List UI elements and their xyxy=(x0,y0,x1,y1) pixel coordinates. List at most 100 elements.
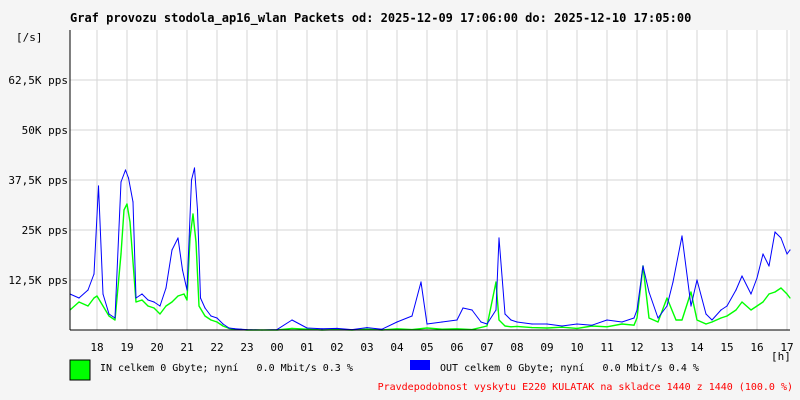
data-point-out xyxy=(177,237,179,239)
data-point-in xyxy=(141,299,143,301)
data-point-in xyxy=(762,301,764,303)
data-point-out xyxy=(672,281,674,283)
x-tick-label: 08 xyxy=(510,341,523,354)
data-point-in xyxy=(675,319,677,321)
data-point-out xyxy=(720,309,722,311)
data-point-out xyxy=(498,237,500,239)
data-point-in xyxy=(504,325,506,327)
y-tick-label: 12,5K pps xyxy=(8,274,68,287)
data-point-out xyxy=(420,281,422,283)
data-point-out xyxy=(141,293,143,295)
data-point-in xyxy=(96,295,98,297)
legend-in-swatch xyxy=(69,359,91,381)
data-point-out xyxy=(621,321,623,323)
data-point-in xyxy=(102,305,104,307)
data-point-out xyxy=(97,185,100,187)
data-point-out xyxy=(204,307,206,309)
data-point-in xyxy=(123,209,125,211)
data-point-in xyxy=(135,301,137,303)
data-point-out xyxy=(210,315,212,317)
data-point-out xyxy=(222,323,224,325)
data-point-out xyxy=(657,317,659,319)
data-point-out xyxy=(768,265,770,267)
x-tick-labels: 18 19 20 21 22 23 00 01 02 03 04 05 06 07 08 09 10 11 12 13… xyxy=(90,341,793,354)
data-point-in xyxy=(498,319,500,321)
data-point-out xyxy=(147,299,149,301)
data-point-out xyxy=(471,309,473,311)
data-point-out xyxy=(606,319,608,321)
data-point-out xyxy=(426,323,428,325)
data-point-out xyxy=(132,201,134,203)
x-tick-label: 16 xyxy=(750,341,763,354)
data-point-out xyxy=(774,231,776,233)
x-tick-label: 18 xyxy=(90,341,103,354)
data-point-in xyxy=(633,324,635,326)
data-point-in xyxy=(159,313,161,315)
data-point-in xyxy=(741,301,743,303)
data-point-out xyxy=(159,305,161,307)
data-point-out xyxy=(711,319,713,321)
x-tick-label: 01 xyxy=(300,341,313,354)
data-point-out xyxy=(216,317,218,319)
data-point-in xyxy=(666,297,668,299)
y-axis-unit-label: [/s] xyxy=(16,31,43,44)
data-point-in xyxy=(711,321,713,323)
probability-note: Pravdepodobnost vyskytu E220 KULATAK na … xyxy=(378,382,793,393)
x-tick-label: 21 xyxy=(180,341,193,354)
data-point-in xyxy=(198,305,200,307)
data-point-out xyxy=(124,169,127,171)
data-point-out xyxy=(591,324,593,326)
data-point-out xyxy=(780,237,782,239)
legend-out-swatch xyxy=(410,360,430,370)
data-point-out xyxy=(690,305,692,307)
data-point-out xyxy=(735,289,737,291)
data-point-out xyxy=(462,307,464,309)
data-point-out xyxy=(228,327,230,329)
data-point-out xyxy=(108,313,110,315)
x-tick-label: 23 xyxy=(240,341,253,354)
data-point-in xyxy=(210,319,212,321)
data-point-out xyxy=(186,289,188,291)
data-point-in xyxy=(120,253,122,255)
data-point-in xyxy=(486,325,488,327)
data-point-in xyxy=(648,317,650,319)
data-point-out xyxy=(642,265,644,267)
x-tick-label: 12 xyxy=(630,341,643,354)
data-point-in xyxy=(126,203,128,205)
data-point-in xyxy=(153,307,155,309)
x-tick-label: 15 xyxy=(720,341,733,354)
data-point-in xyxy=(177,295,179,297)
data-point-in xyxy=(705,323,707,325)
data-point-out xyxy=(181,269,184,271)
y-tick-labels: 12,5K pps 25K pps 37,5K pps 50K pps 62,5K pp… xyxy=(8,74,68,287)
data-point-in xyxy=(186,299,188,301)
data-point-out xyxy=(756,277,758,279)
data-point-out xyxy=(114,317,116,319)
x-tick-label: 04 xyxy=(390,341,404,354)
data-point-in xyxy=(426,327,428,329)
data-point-in xyxy=(147,305,149,307)
data-point-out xyxy=(480,321,482,323)
y-tick-label: 37,5K pps xyxy=(8,174,68,187)
x-tick-label: 11 xyxy=(600,341,613,354)
x-tick-label: 10 xyxy=(570,341,583,354)
data-point-out xyxy=(102,293,104,295)
data-point-out xyxy=(648,291,650,293)
data-point-out xyxy=(153,301,155,303)
legend-in-label: IN celkem 0 Gbyte; nyní 0.0 Mbit/s 0.3 % xyxy=(100,362,353,374)
data-point-in xyxy=(108,315,110,317)
data-point-in xyxy=(510,326,512,328)
series-line-in xyxy=(69,203,791,331)
x-tick-label: 19 xyxy=(120,341,133,354)
data-point-in xyxy=(681,319,683,321)
data-point-in xyxy=(495,281,497,283)
data-point-out xyxy=(705,313,707,315)
data-point-in xyxy=(129,221,131,223)
x-tick-label: 02 xyxy=(330,341,343,354)
y-tick-label: 50K pps xyxy=(22,124,68,137)
chart-title: Graf provozu stodola_ap16_wlan Packets o… xyxy=(70,11,691,26)
data-point-out xyxy=(726,305,728,307)
data-point-in xyxy=(93,297,95,299)
data-point-out xyxy=(127,177,130,179)
